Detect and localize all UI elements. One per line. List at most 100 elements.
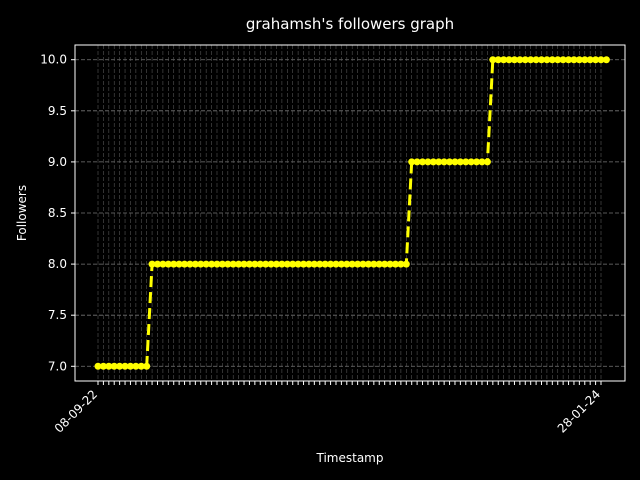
point	[153, 260, 161, 268]
point	[224, 260, 232, 268]
y-tick-label: 9.5	[48, 104, 67, 118]
x-tick-label: 08-09-22	[52, 387, 100, 435]
point	[500, 56, 508, 64]
point	[375, 260, 383, 268]
point	[294, 260, 302, 268]
point	[316, 260, 324, 268]
point	[132, 362, 140, 370]
point	[327, 260, 335, 268]
point	[121, 362, 129, 370]
point	[354, 260, 362, 268]
point	[581, 56, 589, 64]
y-tick-label: 10.0	[40, 53, 67, 67]
point	[343, 260, 351, 268]
point	[278, 260, 286, 268]
point	[110, 362, 118, 370]
point	[575, 56, 583, 64]
point	[283, 260, 291, 268]
point	[143, 362, 151, 370]
point	[300, 260, 308, 268]
point	[305, 260, 313, 268]
point	[397, 260, 405, 268]
point	[208, 260, 216, 268]
point	[565, 56, 573, 64]
point	[592, 56, 600, 64]
point	[386, 260, 394, 268]
point	[202, 260, 210, 268]
point	[505, 56, 513, 64]
point	[267, 260, 275, 268]
point	[364, 260, 372, 268]
point	[181, 260, 189, 268]
y-tick-label: 9.0	[48, 155, 67, 169]
point	[440, 158, 448, 166]
point	[597, 56, 605, 64]
point	[467, 158, 475, 166]
point	[532, 56, 540, 64]
point	[554, 56, 562, 64]
point	[483, 158, 491, 166]
point	[429, 158, 437, 166]
point	[337, 260, 345, 268]
y-tick-label: 8.5	[48, 206, 67, 220]
point	[213, 260, 221, 268]
point	[543, 56, 551, 64]
point	[164, 260, 172, 268]
point	[197, 260, 205, 268]
point	[516, 56, 524, 64]
point	[478, 158, 486, 166]
point	[570, 56, 578, 64]
chart-title: grahamsh's followers graph	[246, 15, 454, 33]
point	[332, 260, 340, 268]
point	[126, 362, 134, 370]
point	[435, 158, 443, 166]
point	[251, 260, 259, 268]
point	[370, 260, 378, 268]
point	[586, 56, 594, 64]
point	[391, 260, 399, 268]
point	[527, 56, 535, 64]
point	[116, 362, 124, 370]
point	[451, 158, 459, 166]
point	[170, 260, 178, 268]
point	[462, 158, 470, 166]
point	[245, 260, 253, 268]
point	[408, 158, 416, 166]
point	[413, 158, 421, 166]
point	[240, 260, 248, 268]
point	[310, 260, 318, 268]
point	[218, 260, 226, 268]
y-tick-label: 7.5	[48, 308, 67, 322]
plot-frame	[74, 44, 626, 382]
point	[175, 260, 183, 268]
point	[272, 260, 280, 268]
point	[424, 158, 432, 166]
point	[159, 260, 167, 268]
point	[235, 260, 243, 268]
point	[494, 56, 502, 64]
point	[521, 56, 529, 64]
point	[419, 158, 427, 166]
point	[489, 56, 497, 64]
point	[148, 260, 156, 268]
point	[359, 260, 367, 268]
point	[559, 56, 567, 64]
point	[105, 362, 113, 370]
point	[602, 56, 610, 64]
point	[229, 260, 237, 268]
point	[94, 362, 102, 370]
y-tick-label: 8.0	[48, 257, 67, 271]
point	[510, 56, 518, 64]
point	[538, 56, 546, 64]
point	[402, 260, 410, 268]
point	[348, 260, 356, 268]
point	[256, 260, 264, 268]
point	[446, 158, 454, 166]
point	[99, 362, 107, 370]
y-axis-label: Followers	[15, 185, 29, 241]
point	[548, 56, 556, 64]
point	[381, 260, 389, 268]
point	[289, 260, 297, 268]
